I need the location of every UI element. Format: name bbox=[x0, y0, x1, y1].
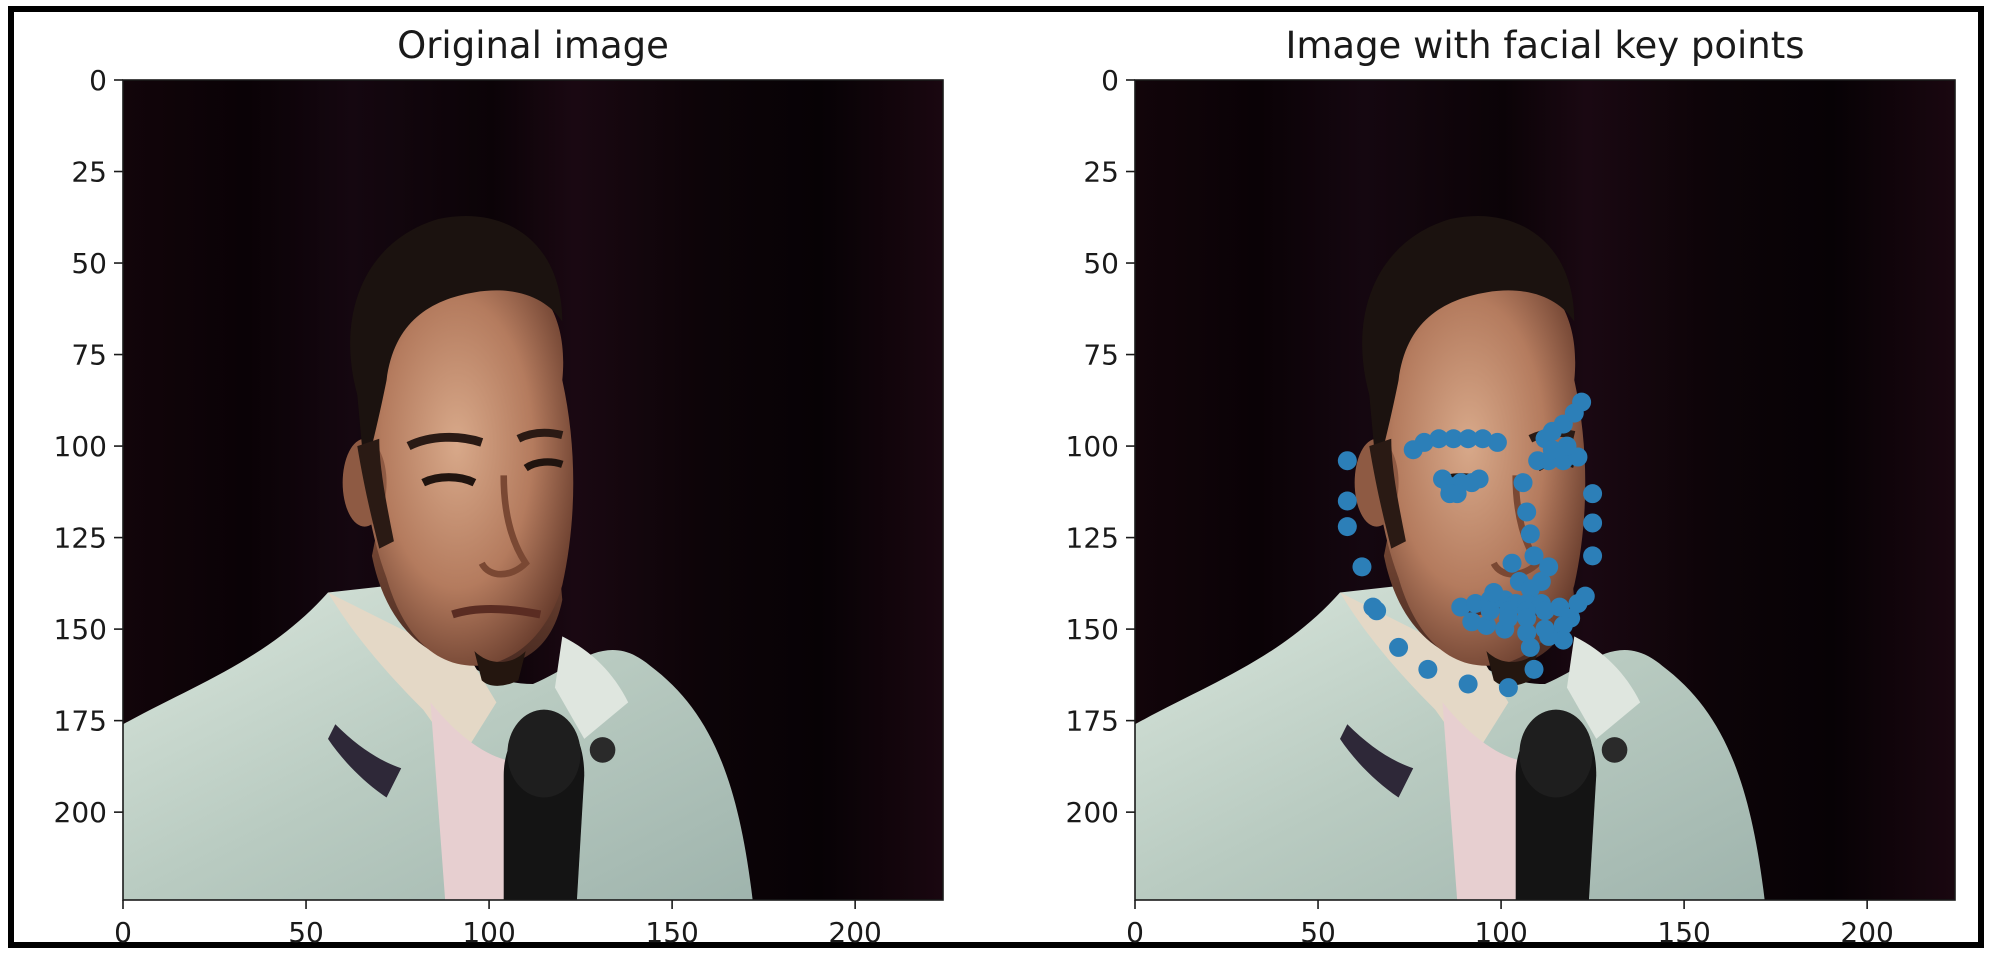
photo-image bbox=[1135, 80, 1955, 900]
keypoint bbox=[1572, 392, 1592, 412]
panel-keypoints: Image with facial key points 0 50 100 150 20… bbox=[1066, 24, 1956, 949]
keypoint bbox=[1557, 436, 1577, 456]
keypoint bbox=[1458, 674, 1478, 694]
keypoint bbox=[1517, 608, 1537, 628]
y-tick-label: 0 bbox=[89, 64, 107, 97]
keypoint bbox=[1550, 597, 1570, 617]
keypoint bbox=[1513, 473, 1533, 493]
y-tick-label: 125 bbox=[54, 522, 107, 555]
keypoint bbox=[1367, 601, 1387, 621]
keypoint bbox=[1465, 593, 1485, 613]
keypoint bbox=[1418, 659, 1438, 679]
keypoint bbox=[1440, 484, 1460, 504]
keypoint bbox=[1476, 615, 1496, 635]
photo-image bbox=[123, 80, 943, 900]
keypoint bbox=[1520, 524, 1540, 544]
keypoint bbox=[1517, 623, 1537, 643]
y-tick-label: 50 bbox=[1083, 247, 1119, 280]
y-tick-label: 175 bbox=[54, 705, 107, 738]
keypoint bbox=[1531, 572, 1551, 592]
x-axis: 0 50 100 150 200 bbox=[114, 900, 882, 949]
keypoint bbox=[1414, 432, 1434, 452]
y-axis: 0 25 50 75 100 125 150 175 200 bbox=[1066, 64, 1135, 829]
keypoint bbox=[1458, 429, 1478, 449]
keypoint bbox=[1443, 429, 1463, 449]
y-tick-label: 75 bbox=[1083, 339, 1119, 372]
keypoint bbox=[1337, 451, 1357, 471]
chart-title: Image with facial key points bbox=[1285, 24, 1804, 67]
y-tick-label: 175 bbox=[1066, 705, 1119, 738]
x-tick-label: 100 bbox=[1474, 916, 1527, 949]
keypoint bbox=[1524, 546, 1544, 566]
keypoint bbox=[1535, 619, 1555, 639]
keypoint bbox=[1502, 553, 1522, 573]
keypoint bbox=[1469, 469, 1489, 489]
keypoint bbox=[1583, 546, 1603, 566]
y-tick-label: 150 bbox=[1066, 613, 1119, 646]
axes-frame bbox=[122, 79, 944, 901]
y-tick-label: 25 bbox=[1083, 156, 1119, 189]
x-axis: 0 50 100 150 200 bbox=[1126, 900, 1894, 949]
keypoint bbox=[1583, 513, 1603, 533]
keypoint bbox=[1520, 637, 1540, 657]
keypoint bbox=[1553, 630, 1573, 650]
x-tick-label: 50 bbox=[288, 916, 324, 949]
keypoint bbox=[1553, 615, 1573, 635]
x-tick-label: 200 bbox=[1840, 916, 1893, 949]
keypoint bbox=[1583, 484, 1603, 504]
y-tick-label: 0 bbox=[1101, 64, 1119, 97]
y-tick-label: 150 bbox=[54, 613, 107, 646]
plot-area bbox=[122, 79, 944, 901]
keypoint-markers bbox=[1337, 392, 1603, 698]
keypoint bbox=[1462, 612, 1482, 632]
y-tick-label: 25 bbox=[71, 156, 107, 189]
keypoint bbox=[1480, 601, 1500, 621]
keypoint bbox=[1473, 429, 1493, 449]
y-tick-label: 200 bbox=[54, 796, 107, 829]
keypoint bbox=[1487, 432, 1507, 452]
y-tick-label: 200 bbox=[1066, 796, 1119, 829]
keypoint bbox=[1535, 601, 1555, 621]
y-tick-label: 100 bbox=[1066, 430, 1119, 463]
keypoint bbox=[1451, 597, 1471, 617]
chart-title: Original image bbox=[397, 24, 669, 67]
y-tick-label: 125 bbox=[1066, 522, 1119, 555]
keypoint bbox=[1352, 557, 1372, 577]
keypoint bbox=[1498, 608, 1518, 628]
x-tick-label: 0 bbox=[114, 916, 132, 949]
x-tick-label: 150 bbox=[1657, 916, 1710, 949]
keypoint bbox=[1429, 429, 1449, 449]
keypoint bbox=[1337, 517, 1357, 537]
x-tick-label: 200 bbox=[828, 916, 881, 949]
keypoint bbox=[1542, 440, 1562, 460]
x-tick-label: 100 bbox=[462, 916, 515, 949]
plot-area bbox=[1134, 79, 1956, 901]
axes-frame bbox=[1134, 79, 1956, 901]
keypoint bbox=[1568, 593, 1588, 613]
keypoint bbox=[1337, 491, 1357, 511]
y-tick-label: 75 bbox=[71, 339, 107, 372]
keypoint bbox=[1524, 659, 1544, 679]
x-tick-label: 150 bbox=[645, 916, 698, 949]
x-tick-label: 50 bbox=[1300, 916, 1336, 949]
keypoint bbox=[1498, 678, 1518, 698]
keypoint bbox=[1484, 583, 1504, 602]
panel-original: Original image 0 50 100 150 200 0 25 50 75 100 12… bbox=[54, 24, 944, 949]
keypoint bbox=[1517, 502, 1537, 522]
y-axis: 0 25 50 75 100 125 150 175 200 bbox=[54, 64, 123, 829]
x-tick-label: 0 bbox=[1126, 916, 1144, 949]
y-tick-label: 50 bbox=[71, 247, 107, 280]
keypoint bbox=[1389, 637, 1409, 657]
keypoint bbox=[1539, 557, 1559, 577]
y-tick-label: 100 bbox=[54, 430, 107, 463]
